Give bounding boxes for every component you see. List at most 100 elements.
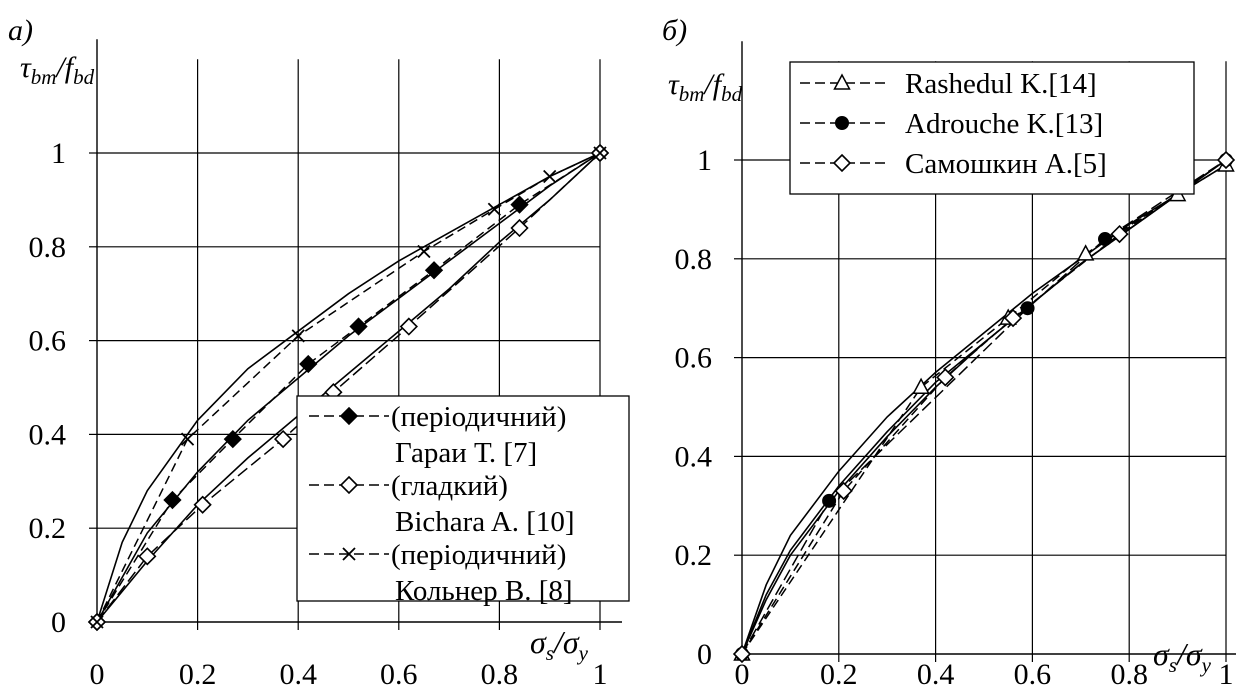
- y-tick-label: 1: [697, 144, 712, 177]
- x-tick-label: 0.2: [179, 658, 217, 691]
- data-point: [299, 354, 318, 374]
- data-point: [90, 615, 104, 629]
- data-point: [487, 202, 502, 216]
- data-line: [96, 152, 601, 623]
- legend-label-sub: Кольнер В. [8]: [395, 575, 573, 607]
- legend-label: (гладкий): [391, 470, 508, 502]
- y-label-main: τ: [20, 51, 32, 84]
- chart-panel-a: 0 0.2 0.4 0.6 0.8 1 0 0.2 0.4 0.6 0.8 1 а) τbm/fbd (пе…: [8, 14, 630, 691]
- y-tick-label: 0.6: [29, 325, 67, 358]
- data-point: [1110, 224, 1129, 244]
- x-label-den-sub: y: [1200, 653, 1212, 677]
- series-markers-cross: [90, 146, 607, 629]
- y-tick-label: 0.6: [675, 342, 713, 375]
- x-tick-label: 0.4: [279, 658, 317, 691]
- legend-marker: [833, 73, 851, 90]
- data-line: [741, 159, 1227, 655]
- y-label-den-sub: bd: [73, 65, 95, 89]
- legend-item: (гладкий) Bichara A. [10]: [309, 470, 575, 538]
- series-open-diamond: [741, 159, 1227, 655]
- x-label-num-sub: s: [546, 641, 554, 665]
- legend-marker: [339, 475, 359, 495]
- fit-curve: [96, 152, 601, 623]
- legend-label: Самошкин А.[5]: [905, 148, 1107, 180]
- panel-label: а): [8, 14, 33, 47]
- legend-label: (періодичний): [391, 401, 566, 433]
- y-label-den-sub: bd: [721, 82, 743, 106]
- data-point: [510, 218, 529, 238]
- y-tick-label: 0.4: [29, 418, 67, 451]
- legend-marker: [832, 153, 852, 173]
- x-axis-label: σs/σy: [1153, 636, 1212, 677]
- y-label-slash: /: [702, 68, 715, 101]
- data-point: [273, 429, 293, 449]
- x-tick-label: 0: [735, 658, 750, 691]
- data-point: [732, 644, 752, 664]
- data-point: [1098, 232, 1112, 247]
- data-point: [593, 146, 607, 160]
- x-tick-label: 0.4: [917, 658, 955, 691]
- x-tick-label: 0.2: [820, 658, 858, 691]
- data-point: [1076, 244, 1095, 261]
- x-tick-label: 0: [90, 658, 105, 691]
- data-point: [291, 329, 305, 343]
- data-point: [424, 261, 444, 280]
- y-tick-label: 0: [697, 638, 712, 671]
- data-point: [912, 377, 930, 394]
- x-tick-label: 0.8: [1110, 658, 1148, 691]
- legend-box: [296, 395, 630, 602]
- x-tick-label: 1: [593, 658, 608, 691]
- data-point: [1216, 150, 1236, 170]
- y-tick-label: 0: [51, 606, 66, 639]
- data-point: [543, 169, 557, 184]
- y-label-sub: bm: [31, 65, 57, 89]
- x-tick-label: 1: [1219, 658, 1234, 691]
- data-point: [138, 547, 157, 566]
- x-label-den: σ: [1186, 636, 1203, 672]
- data-point: [834, 481, 853, 501]
- data-point: [193, 495, 212, 514]
- data-point: [417, 244, 431, 259]
- chart-panel-b: 0 0.2 0.4 0.6 0.8 1 0 0.2 0.4 0.6 0.8 1 б) τbm/fbd Ras…: [662, 14, 1236, 691]
- legend-marker: [342, 547, 356, 561]
- x-tick-label: 0.8: [481, 658, 519, 691]
- legend-box: [789, 61, 1195, 195]
- y-axis-label: τbm/fbd: [20, 51, 95, 89]
- data-point: [223, 429, 242, 449]
- y-axis-label: τbm/fbd: [668, 68, 743, 106]
- y-label-sub: bm: [679, 82, 705, 106]
- series-markers-open-triangle: [733, 155, 1235, 661]
- x-label-slash: /: [1175, 636, 1189, 672]
- y-tick-label: 0.4: [675, 440, 713, 473]
- x-tick-label: 0.6: [380, 658, 418, 691]
- legend-label-sub: Гараи Т. [7]: [395, 437, 537, 469]
- legend-item: (періодичний) Гараи Т. [7]: [309, 401, 566, 469]
- data-line: [741, 164, 1227, 655]
- legend-label: Adrouche K.[13]: [905, 108, 1103, 140]
- data-point: [180, 432, 195, 446]
- data-line: [741, 159, 1227, 655]
- y-tick-label: 0.2: [675, 539, 713, 572]
- legend-item: (періодичний) Кольнер В. [8]: [309, 539, 573, 607]
- legend: (періодичний) Гараи Т. [7](гладкий) Bichar…: [296, 395, 630, 607]
- y-tick-label: 0.8: [29, 231, 67, 264]
- data-point: [822, 493, 837, 508]
- data-point: [1003, 308, 1023, 328]
- series-filled-circle: [741, 159, 1227, 655]
- x-label-num: σ: [530, 624, 547, 660]
- y-label-main: τ: [668, 68, 680, 101]
- legend: Rashedul K.[14] Adrouche K.[13] Самошкин А…: [789, 61, 1195, 195]
- data-point: [399, 317, 418, 336]
- data-point: [163, 490, 182, 510]
- fit-curve: [741, 159, 1227, 655]
- data-point: [1020, 301, 1035, 316]
- series-filled-diamond: [96, 152, 601, 623]
- legend-label: (періодичний): [391, 539, 566, 571]
- x-label-den: σ: [563, 624, 580, 660]
- x-tick-label: 0.6: [1014, 658, 1052, 691]
- data-point: [510, 195, 529, 214]
- y-tick-label: 0.8: [675, 243, 713, 276]
- legend-label-sub: Bichara A. [10]: [395, 506, 575, 538]
- data-point: [936, 368, 955, 387]
